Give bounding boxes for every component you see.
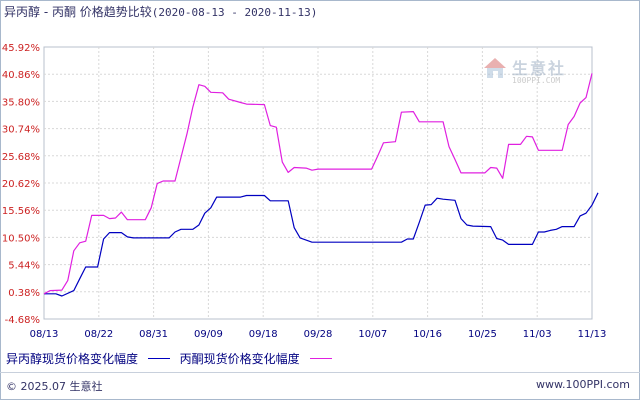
y-tick-label: 30.74% — [2, 125, 40, 136]
x-tick-label: 08/31 — [139, 329, 168, 340]
x-tick-label: 10/16 — [413, 329, 442, 340]
line-chart: 45.92% 40.86% 35.80% 30.74% 25.68% 20.62% 15.5… — [2, 43, 607, 340]
y-tick-label: -4.68% — [5, 315, 40, 326]
x-tick-label: 11/03 — [523, 329, 552, 340]
chart-title-main: 异丙醇 - 丙酮 价格趋势比较 — [4, 5, 152, 19]
y-tick-label: 45.92% — [2, 43, 40, 54]
chart-title: 异丙醇 - 丙酮 价格趋势比较(2020-08-13 - 2020-11-13) — [4, 3, 317, 20]
y-tick-label: 40.86% — [2, 70, 40, 81]
y-tick-label: 5.44% — [8, 261, 40, 272]
x-tick-label: 09/18 — [249, 329, 278, 340]
house-logo-icon — [484, 58, 506, 78]
watermark-name: 生意社 — [512, 59, 567, 78]
legend-label-acetone: 丙酮现货价格变化幅度 — [179, 352, 300, 366]
x-tick-label: 11/13 — [578, 329, 607, 340]
chart-title-range: (2020-08-13 - 2020-11-13) — [151, 6, 318, 19]
x-tick-label: 08/22 — [84, 329, 113, 340]
y-tick-label: 20.62% — [2, 179, 40, 190]
watermark: 生意社 100PPI.COM — [478, 52, 578, 88]
y-tick-label: 15.56% — [2, 206, 40, 217]
footer-site-link[interactable]: www.100PPI.com — [536, 378, 630, 391]
y-tick-label: 25.68% — [2, 152, 40, 163]
y-tick-label: 35.80% — [2, 97, 40, 108]
legend-swatch-ipa — [147, 358, 170, 359]
legend-label-ipa: 异丙醇现货价格变化幅度 — [6, 352, 139, 366]
legend-swatch-acetone — [309, 358, 332, 359]
x-tick-label: 09/28 — [304, 329, 333, 340]
x-tick-label: 08/13 — [30, 329, 59, 340]
footer-copyright: © 2025.07 生意社 — [6, 380, 103, 393]
footer-divider — [0, 372, 640, 373]
series-line-acetone — [43, 73, 593, 295]
series-line-ipa — [44, 192, 599, 297]
y-tick-label: 10.50% — [2, 233, 40, 244]
x-tick-label: 10/07 — [358, 329, 387, 340]
y-tick-label: 0.38% — [8, 288, 40, 299]
x-tick-label: 10/25 — [468, 329, 497, 340]
watermark-url: 100PPI.COM — [512, 76, 561, 85]
footer: © 2025.07 生意社 www.100PPI.com — [0, 377, 640, 393]
chart-legend: 异丙醇现货价格变化幅度 丙酮现货价格变化幅度 — [6, 350, 338, 367]
x-tick-label: 09/09 — [194, 329, 223, 340]
